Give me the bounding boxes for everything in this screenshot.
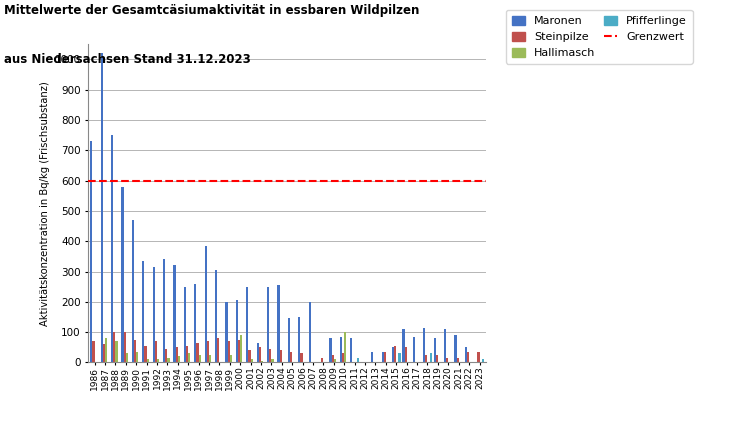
Bar bbox=[322, 358, 323, 362]
Bar bbox=[101, 53, 103, 362]
Bar bbox=[165, 349, 167, 362]
Bar bbox=[174, 265, 176, 362]
Bar bbox=[298, 317, 300, 362]
Bar bbox=[332, 355, 334, 362]
Bar bbox=[251, 359, 252, 362]
Bar bbox=[371, 352, 373, 362]
Bar bbox=[134, 340, 136, 362]
Bar bbox=[178, 356, 180, 362]
Bar bbox=[288, 319, 290, 362]
Bar bbox=[157, 359, 159, 362]
Bar bbox=[464, 347, 467, 362]
Bar bbox=[227, 341, 230, 362]
Bar bbox=[342, 353, 344, 362]
Bar bbox=[240, 335, 242, 362]
Bar bbox=[236, 300, 238, 362]
Bar bbox=[340, 337, 342, 362]
Bar bbox=[467, 352, 469, 362]
Bar bbox=[247, 287, 249, 362]
Bar bbox=[398, 353, 400, 362]
Bar bbox=[225, 302, 227, 362]
Bar bbox=[330, 338, 332, 362]
Bar bbox=[478, 352, 480, 362]
Bar bbox=[405, 347, 407, 362]
Bar bbox=[146, 359, 149, 362]
Bar bbox=[197, 343, 199, 362]
Bar bbox=[124, 332, 126, 362]
Bar bbox=[403, 329, 405, 362]
Bar bbox=[176, 347, 178, 362]
Bar bbox=[344, 332, 347, 362]
Bar bbox=[446, 358, 448, 362]
Text: Mittelwerte der Gesamtcäsiumaktivität in essbaren Wildpilzen: Mittelwerte der Gesamtcäsiumaktivität in… bbox=[4, 4, 419, 17]
Bar bbox=[269, 349, 272, 362]
Text: aus Niedersachsen Stand 31.12.2023: aus Niedersachsen Stand 31.12.2023 bbox=[4, 53, 250, 66]
Bar bbox=[334, 359, 336, 362]
Bar bbox=[93, 341, 94, 362]
Bar bbox=[381, 352, 383, 362]
Bar bbox=[186, 346, 188, 362]
Bar bbox=[103, 344, 105, 362]
Bar bbox=[456, 358, 459, 362]
Bar bbox=[280, 351, 282, 362]
Bar bbox=[205, 246, 207, 362]
Bar bbox=[423, 328, 425, 362]
Bar bbox=[444, 329, 446, 362]
Bar bbox=[300, 353, 302, 362]
Bar bbox=[238, 340, 240, 362]
Bar bbox=[394, 346, 396, 362]
Bar bbox=[413, 337, 415, 362]
Bar bbox=[308, 302, 311, 362]
Bar bbox=[481, 359, 484, 362]
Bar bbox=[230, 355, 232, 362]
Bar bbox=[454, 335, 456, 362]
Bar bbox=[436, 355, 438, 362]
Bar bbox=[267, 287, 269, 362]
Bar bbox=[194, 284, 197, 362]
Bar bbox=[383, 352, 386, 362]
Bar bbox=[132, 220, 134, 362]
Bar bbox=[144, 346, 146, 362]
Bar bbox=[261, 361, 263, 362]
Bar bbox=[357, 358, 359, 362]
Bar bbox=[259, 347, 261, 362]
Bar bbox=[425, 355, 428, 362]
Bar bbox=[188, 353, 191, 362]
Bar bbox=[290, 352, 292, 362]
Bar bbox=[105, 338, 107, 362]
Bar bbox=[434, 338, 436, 362]
Bar bbox=[136, 352, 138, 362]
Bar bbox=[163, 259, 165, 362]
Bar bbox=[152, 267, 155, 362]
Bar bbox=[155, 341, 157, 362]
Bar bbox=[257, 343, 259, 362]
Bar bbox=[272, 359, 274, 362]
Bar bbox=[113, 332, 116, 362]
Bar bbox=[209, 355, 211, 362]
Bar bbox=[249, 351, 251, 362]
Bar bbox=[207, 341, 209, 362]
Bar bbox=[121, 187, 124, 362]
Bar bbox=[91, 141, 93, 362]
Bar bbox=[111, 135, 113, 362]
Bar bbox=[184, 287, 186, 362]
Bar bbox=[126, 353, 128, 362]
Bar bbox=[116, 341, 118, 362]
Bar bbox=[199, 355, 201, 362]
Bar bbox=[350, 338, 353, 362]
Legend: Maronen, Steinpilze, Hallimasch, Pfifferlinge, Grenzwert: Maronen, Steinpilze, Hallimasch, Pfiffer… bbox=[506, 10, 693, 64]
Bar bbox=[142, 261, 144, 362]
Bar bbox=[392, 347, 394, 362]
Bar bbox=[277, 285, 280, 362]
Y-axis label: Aktivitätskonzentration in Bq/kg (Frischsubstanz): Aktivitätskonzentration in Bq/kg (Frisch… bbox=[40, 81, 50, 326]
Bar bbox=[217, 338, 219, 362]
Bar bbox=[430, 353, 432, 362]
Bar bbox=[215, 270, 217, 362]
Bar bbox=[167, 358, 169, 362]
